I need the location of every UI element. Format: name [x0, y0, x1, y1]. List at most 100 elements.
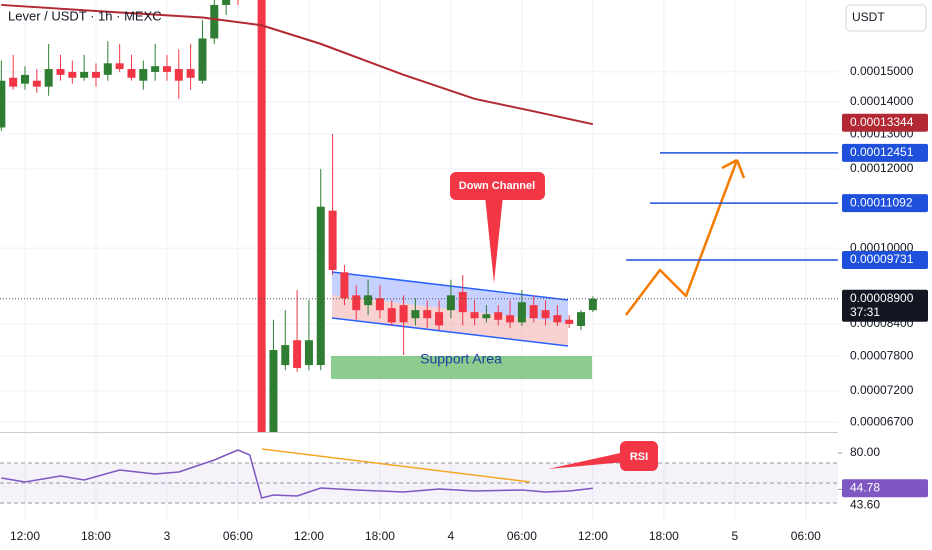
candle-body [316, 206, 325, 366]
grid [0, 0, 838, 520]
x-tick-label: 18:00 [649, 529, 679, 543]
rsi-line [1, 449, 593, 499]
y-tick-label: 0.00015000 [850, 64, 914, 78]
candle-body [553, 315, 562, 323]
candle-body [186, 69, 195, 78]
candle-body [494, 312, 503, 320]
callout-pointer [485, 196, 503, 283]
candle-body [20, 74, 29, 84]
candle-body [304, 340, 313, 366]
countdown: 37:31 [850, 305, 880, 319]
candle-body [281, 345, 290, 366]
x-tick-label: 18:00 [365, 529, 395, 543]
candle-body [56, 69, 65, 75]
y-tick-label: 0.00010000 [850, 240, 914, 254]
candle-body [269, 350, 278, 432]
level-label-box [842, 250, 928, 269]
candle-body [151, 66, 160, 72]
chart-title: Lever / USDT · 1h · MEXC [8, 8, 162, 23]
drawings [261, 158, 746, 483]
rsi-tick-label: 43.60 [850, 498, 880, 512]
channel-line [331, 271, 569, 301]
price-plot [0, 0, 838, 432]
candle-body [44, 69, 53, 87]
candle-body [210, 4, 219, 39]
candle-body [399, 305, 408, 323]
candle-body [174, 69, 183, 81]
projection-arrow [625, 158, 746, 316]
level-label-box [842, 113, 928, 132]
candle-body [257, 0, 266, 432]
candle-body [423, 310, 432, 319]
x-tick-label: 18:00 [81, 529, 111, 543]
y-tick-label: 0.00014000 [850, 94, 914, 108]
candle-body [529, 305, 538, 319]
rsi-tick-label: 80.00 [850, 445, 880, 459]
divergence-line [261, 448, 531, 483]
annotation: Down Channel [459, 180, 535, 192]
callout-box [450, 172, 545, 200]
candle-body [565, 319, 574, 324]
annotation: RSI [630, 451, 648, 463]
candle-body [139, 69, 148, 81]
x-tick-label: 06:00 [791, 529, 821, 543]
candle-body [364, 295, 373, 306]
candle-body [293, 340, 302, 368]
y-tick-label: 0.00012000 [850, 161, 914, 175]
x-tick-label: 12:00 [10, 529, 40, 543]
moving-average [1, 3, 594, 126]
callout-box [620, 441, 658, 471]
channel-lower [332, 295, 568, 346]
candle-body [387, 308, 396, 323]
last-price-box [842, 289, 928, 322]
candle-body [32, 80, 41, 87]
x-tick-label: 06:00 [507, 529, 537, 543]
annotation: Support Area [420, 351, 502, 367]
y-tick-label: 0.00007800 [850, 348, 914, 362]
candle-body [80, 71, 89, 78]
x-tick-label: 06:00 [223, 529, 253, 543]
currency-label[interactable]: USDT [852, 10, 885, 24]
price-axis-panel [838, 0, 932, 550]
y-tick-label: 0.00006700 [850, 414, 914, 428]
support-zone [331, 356, 592, 379]
candle-body [198, 38, 207, 81]
level-label: 0.00011092 [850, 195, 913, 209]
candle-body [482, 314, 491, 319]
candle-body [103, 63, 112, 75]
candle-body [340, 272, 349, 299]
level-label: 0.00013344 [850, 115, 914, 129]
candle-body [222, 0, 231, 5]
currency-button[interactable] [845, 4, 927, 32]
level-label: 0.00012451 [850, 145, 914, 159]
candle-body [68, 71, 77, 78]
candle-body [458, 291, 467, 313]
rsi-plot [1, 449, 593, 499]
candle-body [446, 295, 455, 311]
x-tick-label: 12:00 [578, 529, 608, 543]
y-tick-label: 0.00007200 [850, 383, 914, 397]
candle-body [0, 80, 6, 128]
level-label-box [842, 143, 928, 162]
candle-body [506, 315, 515, 323]
callout-pointer [548, 452, 625, 469]
candle-body [470, 312, 479, 319]
rsi-value-box [842, 479, 928, 498]
channel-line [331, 317, 569, 347]
level-label-box [842, 194, 928, 213]
x-tick-label: 12:00 [294, 529, 324, 543]
candle-body [162, 66, 171, 72]
candle-body [517, 302, 526, 323]
candle-body [115, 63, 124, 70]
axes: 12:00 18:00 3 06:00 12:00 18:00 4 06:00 12:00 18:… [10, 64, 928, 543]
level-label: 0.00009731 [850, 252, 914, 266]
candle-body [411, 310, 420, 319]
x-tick-label: 5 [731, 529, 738, 543]
rsi-value-label: 44.78 [850, 480, 880, 494]
candle-body [577, 312, 586, 326]
x-tick-label: 3 [164, 529, 171, 543]
candle-body [9, 77, 18, 87]
rsi-background [0, 462, 838, 504]
